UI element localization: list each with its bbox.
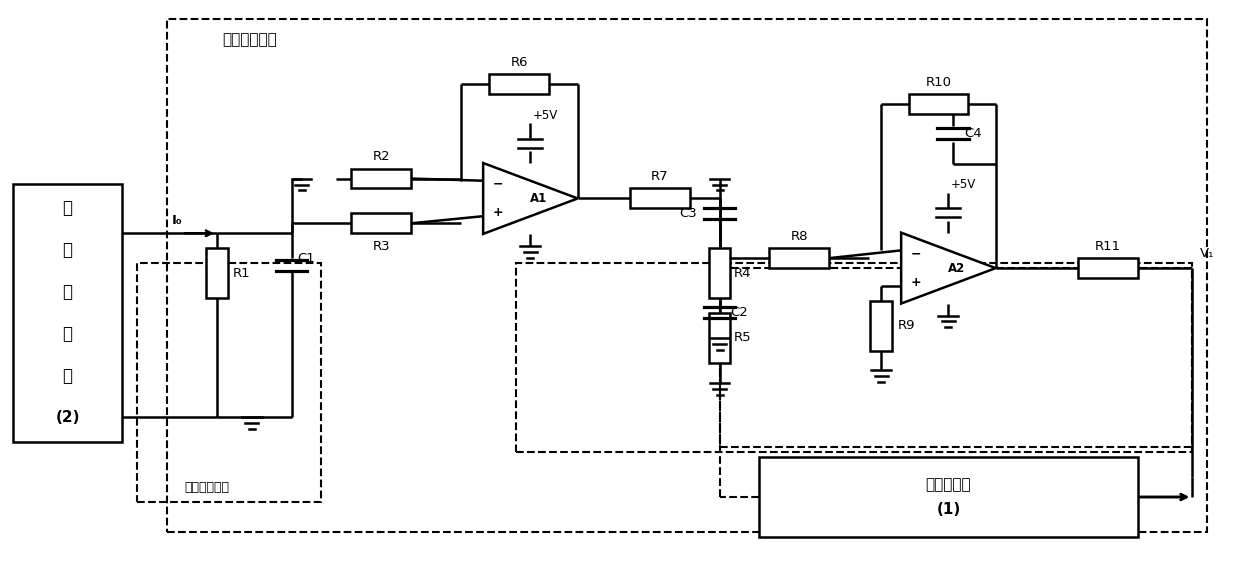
Text: 温: 温 xyxy=(63,199,73,217)
Bar xyxy=(630,188,689,208)
Text: (2): (2) xyxy=(56,410,79,425)
Bar xyxy=(1078,258,1137,278)
Text: (1): (1) xyxy=(936,503,961,518)
Text: C1: C1 xyxy=(298,252,315,265)
Text: C3: C3 xyxy=(678,207,697,220)
Text: 传: 传 xyxy=(63,283,73,301)
Text: +: + xyxy=(492,206,503,219)
Bar xyxy=(351,168,410,188)
Text: 中央处理器: 中央处理器 xyxy=(925,477,971,493)
Bar xyxy=(490,74,549,94)
Bar xyxy=(351,213,410,233)
Text: I₀: I₀ xyxy=(172,214,182,227)
Text: R11: R11 xyxy=(1095,240,1121,252)
Text: A2: A2 xyxy=(947,262,965,275)
Bar xyxy=(12,184,123,442)
Bar xyxy=(870,301,893,350)
Text: 信号采集单元: 信号采集单元 xyxy=(185,480,229,494)
Text: R7: R7 xyxy=(651,170,668,183)
Polygon shape xyxy=(901,233,996,304)
Text: V₁: V₁ xyxy=(1200,247,1214,259)
Bar xyxy=(909,94,968,114)
Bar xyxy=(759,457,1137,537)
Text: R9: R9 xyxy=(898,319,915,332)
Text: −: − xyxy=(911,247,921,261)
Text: R6: R6 xyxy=(511,55,528,69)
Text: R4: R4 xyxy=(734,266,751,280)
Text: +: + xyxy=(910,276,921,289)
Bar xyxy=(516,263,1193,452)
Text: R2: R2 xyxy=(372,150,389,163)
Text: 感: 感 xyxy=(63,325,73,343)
Text: R1: R1 xyxy=(233,266,250,280)
Text: C2: C2 xyxy=(730,307,748,319)
Bar xyxy=(708,313,730,363)
Text: 度: 度 xyxy=(63,241,73,259)
Text: R3: R3 xyxy=(372,240,389,252)
Polygon shape xyxy=(484,163,578,234)
Text: R10: R10 xyxy=(925,76,951,89)
Bar xyxy=(719,268,1193,447)
Text: R5: R5 xyxy=(734,331,751,345)
Text: 器: 器 xyxy=(63,367,73,385)
Bar xyxy=(206,248,228,298)
Text: 信号处理单元: 信号处理单元 xyxy=(222,31,277,47)
Text: +5V: +5V xyxy=(951,178,976,191)
Bar xyxy=(138,263,321,502)
Text: R8: R8 xyxy=(790,230,808,243)
Bar xyxy=(769,248,830,268)
Bar xyxy=(167,19,1208,532)
Text: A1: A1 xyxy=(529,192,547,205)
Bar xyxy=(708,248,730,298)
Text: +5V: +5V xyxy=(533,108,558,122)
Text: −: − xyxy=(492,178,503,191)
Text: C4: C4 xyxy=(965,127,982,141)
